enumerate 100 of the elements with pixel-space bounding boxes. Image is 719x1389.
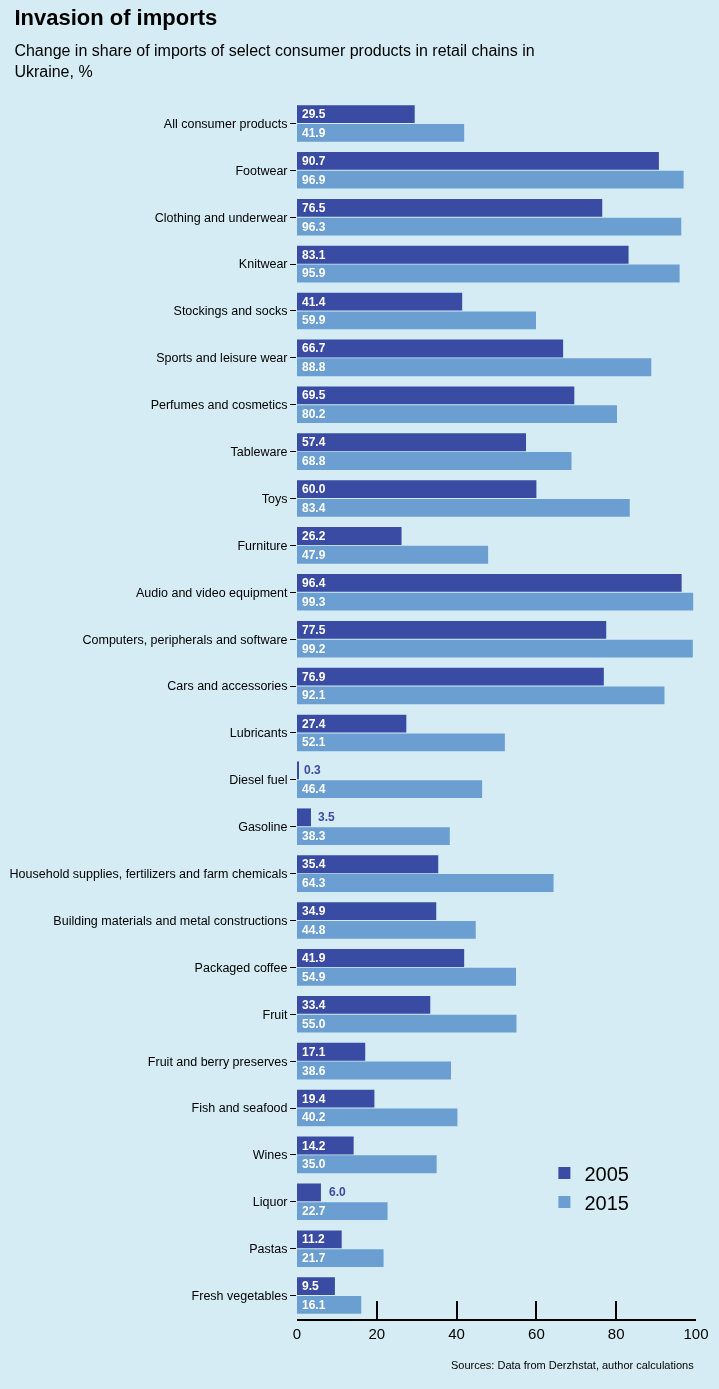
- bar: [297, 949, 465, 967]
- data-label: 35.4: [302, 857, 326, 871]
- data-label: 41.9: [302, 951, 326, 965]
- data-label: 26.2: [302, 529, 326, 543]
- bar: [297, 1249, 384, 1267]
- x-tick-label: 60: [528, 1325, 545, 1342]
- y-tick-label: Wines: [252, 1148, 288, 1163]
- data-label: 41.4: [302, 295, 326, 309]
- data-label: 99.3: [302, 595, 326, 609]
- bar: [297, 920, 476, 939]
- data-label: 34.9: [302, 904, 326, 918]
- bar: [297, 1042, 366, 1061]
- y-tick-label: Knitwear: [238, 257, 288, 272]
- data-label: 55.0: [302, 1017, 326, 1031]
- bar: [297, 198, 603, 217]
- bar: [297, 264, 680, 283]
- data-label: 90.7: [302, 154, 326, 168]
- y-tick-label: Toys: [261, 491, 288, 506]
- y-tick-label: Pastas: [249, 1242, 288, 1257]
- y-tick-label: All consumer products: [163, 116, 288, 131]
- bar: [297, 152, 659, 170]
- bar: [297, 808, 311, 827]
- data-label: 68.8: [302, 454, 326, 468]
- bar: [297, 405, 617, 424]
- y-tick-label: Footwear: [235, 163, 288, 178]
- data-label: 95.9: [302, 266, 326, 280]
- data-label: 11.2: [302, 1232, 326, 1246]
- data-label: 83.1: [302, 248, 326, 262]
- bar: [297, 1183, 321, 1202]
- data-label: 99.2: [302, 642, 326, 656]
- y-tick-label: Perfumes and cosmetics: [150, 398, 288, 413]
- data-label: 16.1: [302, 1298, 326, 1312]
- data-label: 0.3: [304, 763, 322, 777]
- x-tick-label: 80: [607, 1325, 625, 1342]
- bar: [297, 667, 604, 686]
- bar: [297, 827, 450, 845]
- data-label: 96.9: [302, 173, 326, 187]
- bar: [297, 574, 682, 592]
- y-tick-label: Audio and video equipment: [135, 585, 289, 600]
- data-label: 52.1: [302, 735, 326, 749]
- bar: [297, 123, 465, 142]
- bar: [297, 995, 431, 1014]
- bar: [297, 105, 415, 123]
- data-label: 38.3: [302, 829, 326, 843]
- bar: [297, 1014, 517, 1033]
- y-tick-label: Computers, peripherals and software: [82, 632, 288, 647]
- bar: [297, 855, 439, 874]
- data-label: 96.4: [302, 576, 326, 590]
- bar: [297, 339, 564, 358]
- data-label: 9.5: [302, 1279, 320, 1293]
- legend-label: 2015: [584, 1191, 629, 1214]
- bar: [297, 545, 489, 564]
- data-label: 19.4: [302, 1092, 326, 1106]
- data-label: 76.5: [302, 201, 326, 215]
- data-label: 40.2: [302, 1110, 326, 1124]
- data-label: 17.1: [302, 1045, 326, 1059]
- bar: [297, 480, 537, 499]
- y-tick-label: Stockings and socks: [173, 304, 288, 319]
- data-label: 83.4: [302, 501, 326, 515]
- y-tick-label: Fish and seafood: [191, 1101, 288, 1116]
- y-tick-label: Fruit and berry preserves: [147, 1054, 288, 1069]
- y-tick-label: Gasoline: [238, 820, 288, 835]
- chart-subtitle: Change in share of imports of select consumer products in retail chains in Ukraine, %: [14, 41, 535, 80]
- data-label: 6.0: [329, 1185, 347, 1199]
- bar: [297, 358, 652, 377]
- data-label: 44.8: [302, 923, 326, 937]
- data-label: 22.7: [302, 1204, 326, 1218]
- bar: [297, 311, 536, 330]
- data-label: 35.0: [302, 1157, 326, 1171]
- bar: [297, 292, 463, 311]
- source-note: Sources: Data from Derzhstat, author calculations: [451, 1359, 695, 1371]
- bar: [297, 452, 572, 470]
- data-label: 59.9: [302, 313, 326, 327]
- y-tick-label: Lubricants: [229, 726, 288, 741]
- bar: [297, 902, 437, 921]
- bar: [297, 1155, 437, 1174]
- data-label: 96.3: [302, 220, 326, 234]
- bar: [297, 874, 554, 892]
- text: Invasion of imports: [14, 5, 218, 31]
- bar: [297, 620, 607, 639]
- bar: [297, 217, 682, 236]
- data-label: 77.5: [302, 623, 326, 637]
- bar: [297, 170, 684, 189]
- bar: [297, 1108, 458, 1127]
- x-tick-label: 0: [292, 1325, 302, 1342]
- data-label: 21.7: [302, 1251, 326, 1265]
- data-label: 80.2: [302, 407, 326, 421]
- bar: [297, 433, 527, 452]
- y-tick-label: Liquor: [252, 1195, 288, 1210]
- data-label: 64.3: [302, 876, 326, 890]
- bar: [297, 527, 402, 545]
- data-label: 60.0: [302, 482, 326, 496]
- bar: [297, 780, 483, 799]
- data-label: 66.7: [302, 341, 326, 355]
- y-tick-label: Packaged coffee: [194, 960, 288, 975]
- bar: [297, 733, 505, 752]
- bar: [297, 245, 629, 264]
- y-tick-label: Cars and accessories: [167, 679, 288, 694]
- y-tick-label: Fresh vegetables: [191, 1288, 288, 1303]
- data-label: 46.4: [302, 782, 326, 796]
